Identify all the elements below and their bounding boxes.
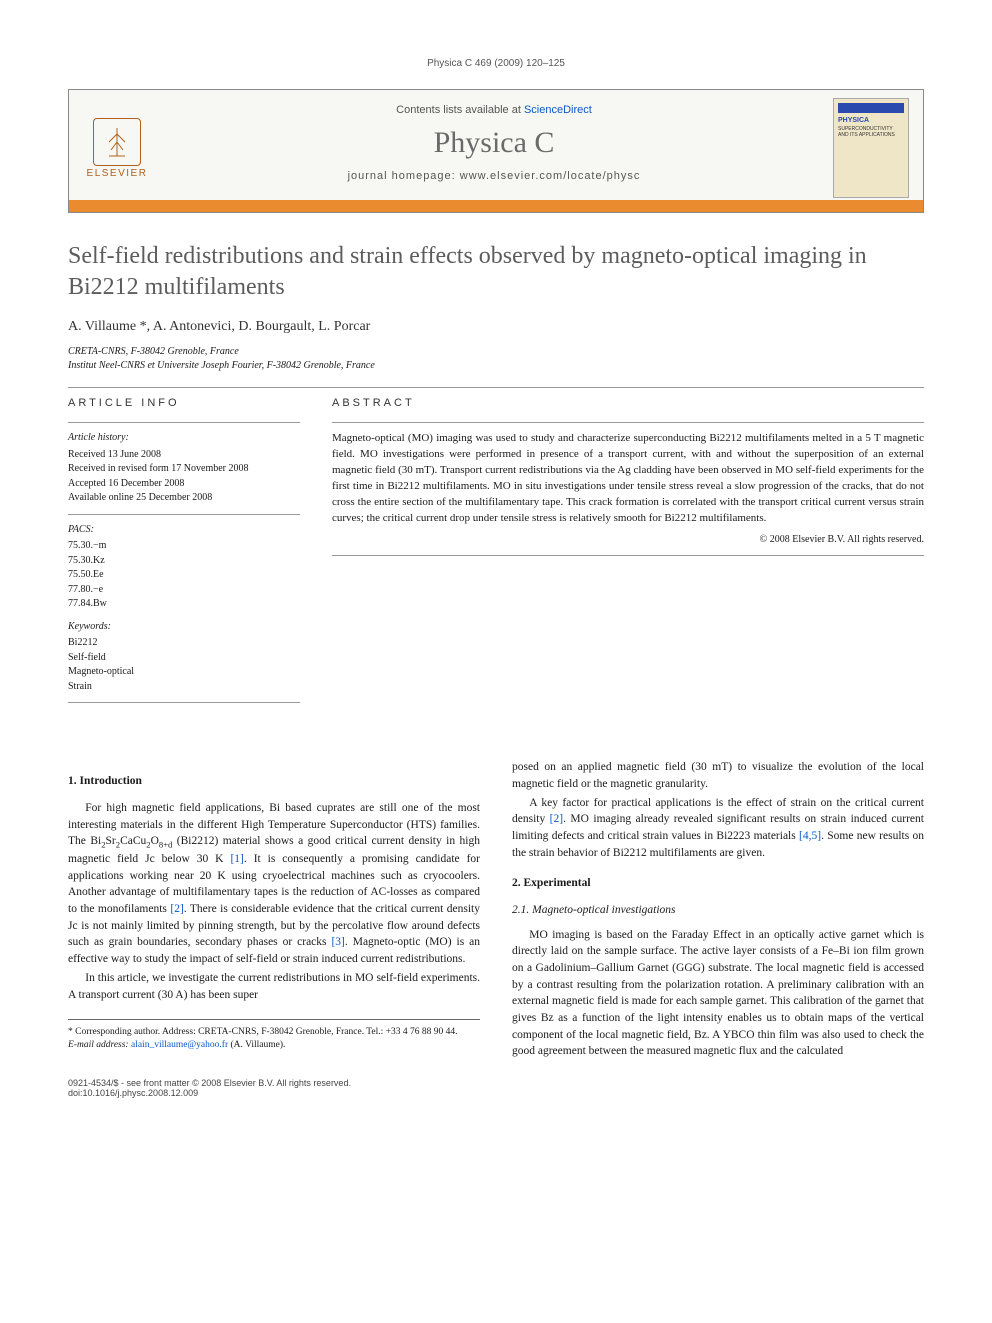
journal-homepage-line: journal homepage: www.elsevier.com/locat… [165,170,823,192]
abstract-copyright: © 2008 Elsevier B.V. All rights reserved… [332,533,924,548]
contents-prefix: Contents lists available at [396,104,524,116]
article-info-column: ARTICLE INFO Article history: Received 1… [68,396,300,711]
pacs-4: 77.80.−e [68,583,300,598]
ref-link-3[interactable]: [3] [331,936,344,948]
ref-link-1[interactable]: [1] [230,853,243,865]
article-history-label: Article history: [68,431,300,446]
abstract-column: ABSTRACT Magneto-optical (MO) imaging wa… [332,396,924,711]
keyword-3: Magneto-optical [68,665,300,680]
pacs-label: PACS: [68,523,300,538]
homepage-prefix: journal homepage: [348,170,460,182]
affiliation-2: Institut Neel-CNRS et Universite Joseph … [68,359,924,373]
running-header: Physica C 469 (2009) 120–125 [68,58,924,69]
elsevier-wordmark: ELSEVIER [87,168,148,179]
abstract-heading: ABSTRACT [332,396,924,412]
corresponding-author-note: * Corresponding author. Address: CRETA-C… [68,1026,480,1039]
article-title: Self-field redistributions and strain ef… [68,241,924,303]
affiliation-1: CRETA-CNRS, F-38042 Grenoble, France [68,345,924,359]
authors-line: A. Villaume *, A. Antonevici, D. Bourgau… [68,319,924,335]
journal-cover-thumbnail: PHYSICA SUPERCONDUCTIVITY AND ITS APPLIC… [833,98,909,198]
corresponding-email-link[interactable]: alain_villaume@yahoo.fr [131,1040,228,1050]
intro-para-2-continued: posed on an applied magnetic field (30 m… [512,759,924,792]
cover-subtitle: SUPERCONDUCTIVITY AND ITS APPLICATIONS [838,126,904,138]
ref-link-2b[interactable]: [2] [550,813,563,825]
footer-copyright: 0921-4534/$ - see front matter © 2008 El… [68,1078,924,1088]
page-footer: 0921-4534/$ - see front matter © 2008 El… [68,1078,924,1098]
homepage-url: www.elsevier.com/locate/physc [460,170,641,182]
keyword-4: Strain [68,680,300,695]
cover-title: PHYSICA [838,117,904,124]
history-received: Received 13 June 2008 [68,448,300,463]
keywords-label: Keywords: [68,620,300,635]
pacs-2: 75.30.Kz [68,554,300,569]
journal-name: Physica C [165,126,823,160]
intro-para-2: In this article, we investigate the curr… [68,970,480,1003]
pacs-5: 77.84.Bw [68,597,300,612]
keyword-2: Self-field [68,651,300,666]
section-2-heading: 2. Experimental [512,875,924,892]
intro-para-3: A key factor for practical applications … [512,795,924,862]
orange-separator-bar [69,200,923,212]
sciencedirect-link[interactable]: ScienceDirect [524,104,592,116]
abstract-text: Magneto-optical (MO) imaging was used to… [332,431,924,527]
elsevier-tree-icon [93,118,141,166]
keyword-1: Bi2212 [68,636,300,651]
intro-para-1: For high magnetic field applications, Bi… [68,800,480,968]
elsevier-logo: ELSEVIER [83,109,151,187]
footnote-block: * Corresponding author. Address: CRETA-C… [68,1019,480,1053]
subsection-2-1-heading: 2.1. Magneto-optical investigations [512,902,924,919]
ref-link-45[interactable]: [4,5] [799,830,821,842]
email-who: (A. Villaume). [230,1040,285,1050]
pacs-1: 75.30.−m [68,539,300,554]
section-1-heading: 1. Introduction [68,773,480,790]
divider [68,387,924,388]
pacs-3: 75.50.Ee [68,568,300,583]
history-online: Available online 25 December 2008 [68,491,300,506]
body-two-columns: 1. Introduction For high magnetic field … [68,759,924,1060]
footer-doi: doi:10.1016/j.physc.2008.12.009 [68,1088,924,1098]
ref-link-2[interactable]: [2] [170,903,183,915]
article-info-heading: ARTICLE INFO [68,396,300,412]
journal-header-box: ELSEVIER Contents lists available at Sci… [68,89,924,213]
contents-available-line: Contents lists available at ScienceDirec… [165,104,823,116]
affiliations: CRETA-CNRS, F-38042 Grenoble, France Ins… [68,345,924,373]
history-accepted: Accepted 16 December 2008 [68,477,300,492]
history-revised: Received in revised form 17 November 200… [68,462,300,477]
experimental-para-1: MO imaging is based on the Faraday Effec… [512,927,924,1060]
email-label: E-mail address: [68,1040,129,1050]
